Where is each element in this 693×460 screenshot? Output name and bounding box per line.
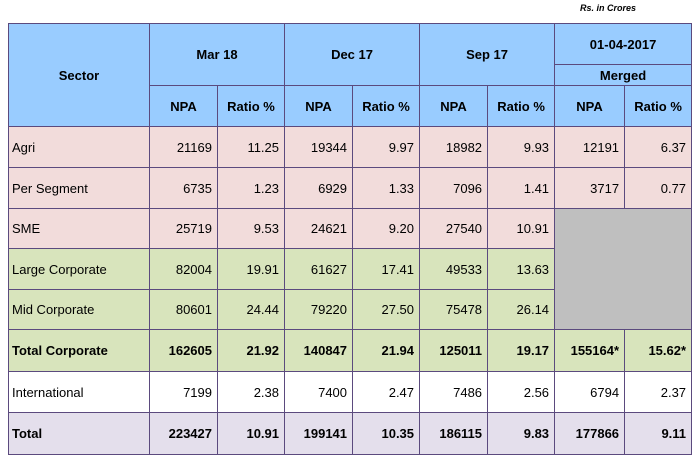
units-note: Rs. in Crores bbox=[579, 3, 637, 13]
table-row-total-corporate: Total Corporate 162605 21.92 140847 21.9… bbox=[8, 329, 693, 372]
table-row-total: Total 223427 10.91 199141 10.35 186115 9… bbox=[8, 412, 693, 455]
value-cell: 19.91 bbox=[216, 248, 286, 290]
table-row-mid-corporate: Mid Corporate 80601 24.44 79220 27.50 75… bbox=[8, 289, 692, 330]
value-cell: 223427 bbox=[149, 412, 218, 455]
value-cell: 27540 bbox=[419, 208, 489, 249]
value-cell: 6735 bbox=[149, 167, 218, 209]
value-cell: 7400 bbox=[284, 371, 354, 413]
value-cell: 21.94 bbox=[352, 329, 421, 372]
value-cell: 10.35 bbox=[352, 412, 421, 455]
table-row-large-corporate: Large Corporate 82004 19.91 61627 17.41 … bbox=[8, 248, 692, 290]
value-cell: 9.53 bbox=[216, 208, 286, 249]
value-cell: 82004 bbox=[149, 248, 218, 290]
value-cell: 79220 bbox=[284, 289, 354, 330]
value-cell: 162605 bbox=[149, 329, 218, 372]
value-cell: 155164* bbox=[554, 329, 626, 372]
value-cell: 177866 bbox=[554, 412, 626, 455]
ratio-header: Ratio % bbox=[487, 85, 556, 127]
value-cell: 75478 bbox=[419, 289, 489, 330]
value-cell: 2.37 bbox=[624, 371, 693, 413]
value-cell: 7199 bbox=[149, 371, 218, 413]
value-cell: 2.38 bbox=[216, 371, 286, 413]
value-cell: 15.62* bbox=[624, 329, 693, 372]
value-cell: 9.11 bbox=[624, 412, 693, 455]
header-row-periods: Sector Mar 18 Dec 17 Sep 17 01-04-2017 bbox=[8, 23, 693, 127]
npa-header: NPA bbox=[149, 85, 218, 127]
ratio-header: Ratio % bbox=[216, 85, 286, 127]
period-header-mar18: Mar 18 bbox=[148, 23, 286, 86]
merged-blank-cell bbox=[554, 208, 693, 330]
value-cell: 0.77 bbox=[624, 167, 693, 209]
value-cell: 24621 bbox=[284, 208, 354, 249]
npa-table: Sector Mar 18 Dec 17 Sep 17 01-04-2017 M… bbox=[8, 23, 693, 455]
value-cell: 199141 bbox=[284, 412, 354, 455]
table-row-international: International 7199 2.38 7400 2.47 7486 2… bbox=[8, 371, 693, 413]
value-cell: 27.50 bbox=[352, 289, 421, 330]
value-cell: 49533 bbox=[419, 248, 489, 290]
value-cell: 1.33 bbox=[352, 167, 421, 209]
table-row-sme: SME 25719 9.53 24621 9.20 27540 10.91 bbox=[8, 208, 693, 330]
value-cell: 3717 bbox=[554, 167, 626, 209]
value-cell: 1.41 bbox=[487, 167, 556, 209]
value-cell: 7486 bbox=[419, 371, 489, 413]
value-cell: 9.20 bbox=[352, 208, 421, 249]
value-cell: 9.93 bbox=[487, 126, 556, 168]
merged-date-header: 01-04-2017 bbox=[554, 23, 693, 65]
value-cell: 140847 bbox=[284, 329, 354, 372]
sector-cell: Total Corporate bbox=[8, 329, 150, 372]
value-cell: 17.41 bbox=[352, 248, 421, 290]
value-cell: 186115 bbox=[419, 412, 489, 455]
value-cell: 9.97 bbox=[352, 126, 421, 168]
value-cell: 21169 bbox=[149, 126, 218, 168]
value-cell: 6929 bbox=[284, 167, 354, 209]
value-cell: 24.44 bbox=[216, 289, 286, 330]
header-row-metrics: NPA Ratio % NPA Ratio % NPA Ratio % NPA … bbox=[9, 85, 693, 127]
value-cell: 9.83 bbox=[487, 412, 556, 455]
merged-label-header: Merged bbox=[554, 64, 693, 86]
value-cell: 19344 bbox=[284, 126, 354, 168]
value-cell: 2.56 bbox=[487, 371, 556, 413]
period-header-dec17: Dec 17 bbox=[284, 23, 421, 86]
sector-cell: International bbox=[8, 371, 150, 413]
value-cell: 10.91 bbox=[487, 208, 556, 249]
value-cell: 1.23 bbox=[216, 167, 286, 209]
header-row-merged: Merged bbox=[9, 64, 693, 86]
value-cell: 61627 bbox=[284, 248, 354, 290]
value-cell: 26.14 bbox=[487, 289, 556, 330]
value-cell: 2.47 bbox=[352, 371, 421, 413]
value-cell: 25719 bbox=[149, 208, 218, 249]
sector-cell: Large Corporate bbox=[8, 248, 150, 290]
npa-header: NPA bbox=[419, 85, 489, 127]
ratio-header: Ratio % bbox=[624, 85, 693, 127]
value-cell: 125011 bbox=[419, 329, 489, 372]
value-cell: 12191 bbox=[554, 126, 626, 168]
value-cell: 6794 bbox=[554, 371, 626, 413]
sector-header: Sector bbox=[8, 23, 150, 127]
value-cell: 13.63 bbox=[487, 248, 556, 290]
sector-cell: Total bbox=[8, 412, 150, 455]
ratio-header: Ratio % bbox=[352, 85, 421, 127]
value-cell: 7096 bbox=[419, 167, 489, 209]
value-cell: 6.37 bbox=[624, 126, 693, 168]
npa-header: NPA bbox=[284, 85, 354, 127]
sector-cell: Agri bbox=[8, 126, 150, 168]
value-cell: 18982 bbox=[419, 126, 489, 168]
value-cell: 19.17 bbox=[487, 329, 556, 372]
period-header-sep17: Sep 17 bbox=[419, 23, 556, 86]
sector-cell: SME bbox=[8, 208, 150, 249]
value-cell: 10.91 bbox=[216, 412, 286, 455]
npa-header: NPA bbox=[554, 85, 626, 127]
table-row-per-segment: Per Segment 6735 1.23 6929 1.33 7096 1.4… bbox=[8, 167, 693, 209]
value-cell: 11.25 bbox=[216, 126, 286, 168]
value-cell: 80601 bbox=[149, 289, 218, 330]
table-row-agri: Agri 21169 11.25 19344 9.97 18982 9.93 1… bbox=[8, 126, 693, 168]
sector-cell: Mid Corporate bbox=[8, 289, 150, 330]
value-cell: 21.92 bbox=[216, 329, 286, 372]
sector-cell: Per Segment bbox=[8, 167, 150, 209]
